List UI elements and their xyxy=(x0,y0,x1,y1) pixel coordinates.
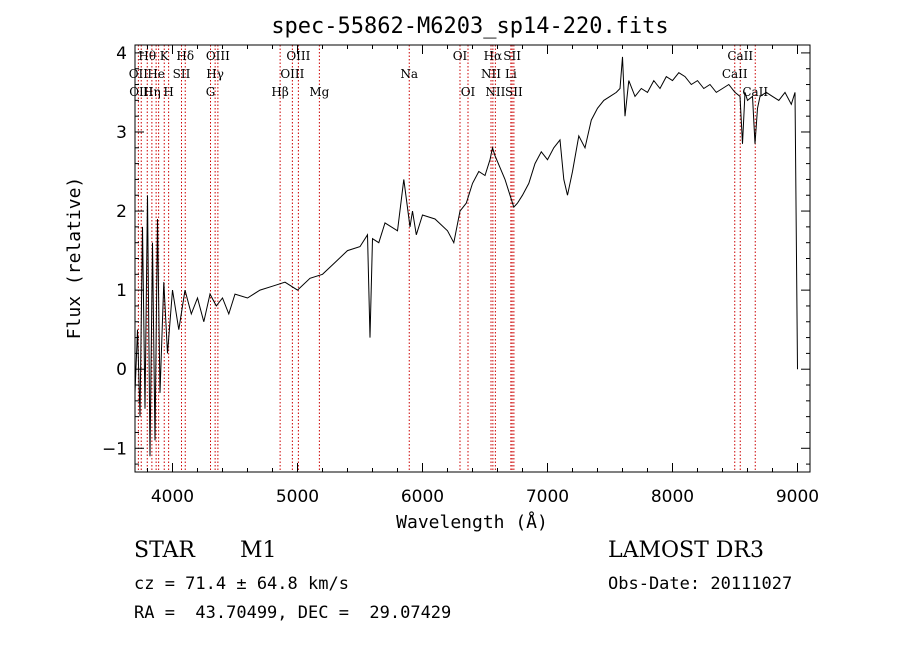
line-marker-label: Li xyxy=(505,67,517,81)
x-tick-label: 9000 xyxy=(776,487,819,507)
y-tick-label: 0 xyxy=(116,360,127,380)
y-tick-label: 1 xyxy=(116,281,127,301)
observation-date: Obs-Date: 20111027 xyxy=(608,574,793,594)
line-marker-label: CaII xyxy=(722,67,748,81)
y-tick-label: 4 xyxy=(116,44,127,64)
line-marker-label: OIII xyxy=(206,49,230,63)
x-tick-label: 8000 xyxy=(651,487,694,507)
line-marker-label: Mg xyxy=(309,85,329,99)
line-marker-label: SII xyxy=(503,49,521,63)
object-class: STAR xyxy=(134,538,195,563)
object-subclass: M1 xyxy=(240,538,277,563)
line-marker-label: K xyxy=(160,49,170,63)
chart-title: spec-55862-M6203_sp14-220.fits xyxy=(271,14,668,39)
line-marker-label: SII xyxy=(173,67,191,81)
line-marker-label: Hβ xyxy=(271,85,288,99)
y-tick-label: −1 xyxy=(102,439,127,459)
y-tick-label: 3 xyxy=(116,123,127,143)
y-axis-label: Flux (relative) xyxy=(64,177,85,340)
line-marker-label: G xyxy=(206,85,216,99)
line-marker-label: Hδ xyxy=(176,49,194,63)
line-marker-labels: OIIOIIIHθHηHeKHSIIHδGHγOIIIHβOIIIOIIIMgN… xyxy=(129,49,769,99)
ra-dec-coordinates: RA = 43.70499, DEC = 29.07429 xyxy=(134,603,452,623)
line-marker-label: OIII xyxy=(280,67,304,81)
x-tick-label: 7000 xyxy=(526,487,569,507)
line-marker-label: OI xyxy=(461,85,476,99)
line-marker-label: Hγ xyxy=(206,67,224,81)
redshift-velocity: cz = 71.4 ± 64.8 km/s xyxy=(134,574,349,594)
line-marker-label: CaII xyxy=(727,49,753,63)
x-axis-label: Wavelength (Å) xyxy=(396,511,548,533)
line-marker-label: NII xyxy=(481,67,501,81)
line-marker-label: Hη xyxy=(143,85,161,99)
survey-name: LAMOST DR3 xyxy=(608,538,764,563)
line-marker-label: Na xyxy=(400,67,418,81)
line-marker-label: Hθ xyxy=(138,49,156,63)
plot-frame xyxy=(134,44,811,473)
line-marker-label: OII xyxy=(129,67,149,81)
line-markers xyxy=(137,45,756,472)
y-tick-label: 2 xyxy=(116,202,127,222)
spectrum-line xyxy=(134,56,798,457)
x-tick-label: 6000 xyxy=(401,487,444,507)
line-marker-label: SII xyxy=(505,85,523,99)
line-marker-label: H xyxy=(163,85,173,99)
line-marker-label: He xyxy=(147,67,165,81)
y-axis: −1 0 1 2 3 4 xyxy=(102,44,810,465)
x-axis: 4000 5000 6000 7000 8000 9000 xyxy=(147,45,819,507)
x-tick-label: 4000 xyxy=(151,487,194,507)
x-tick-label: 5000 xyxy=(276,487,319,507)
line-marker-label: NII xyxy=(485,85,505,99)
line-marker-label: Hα xyxy=(484,49,503,63)
line-marker-label: OIII xyxy=(286,49,310,63)
line-marker-label: OI xyxy=(453,49,468,63)
